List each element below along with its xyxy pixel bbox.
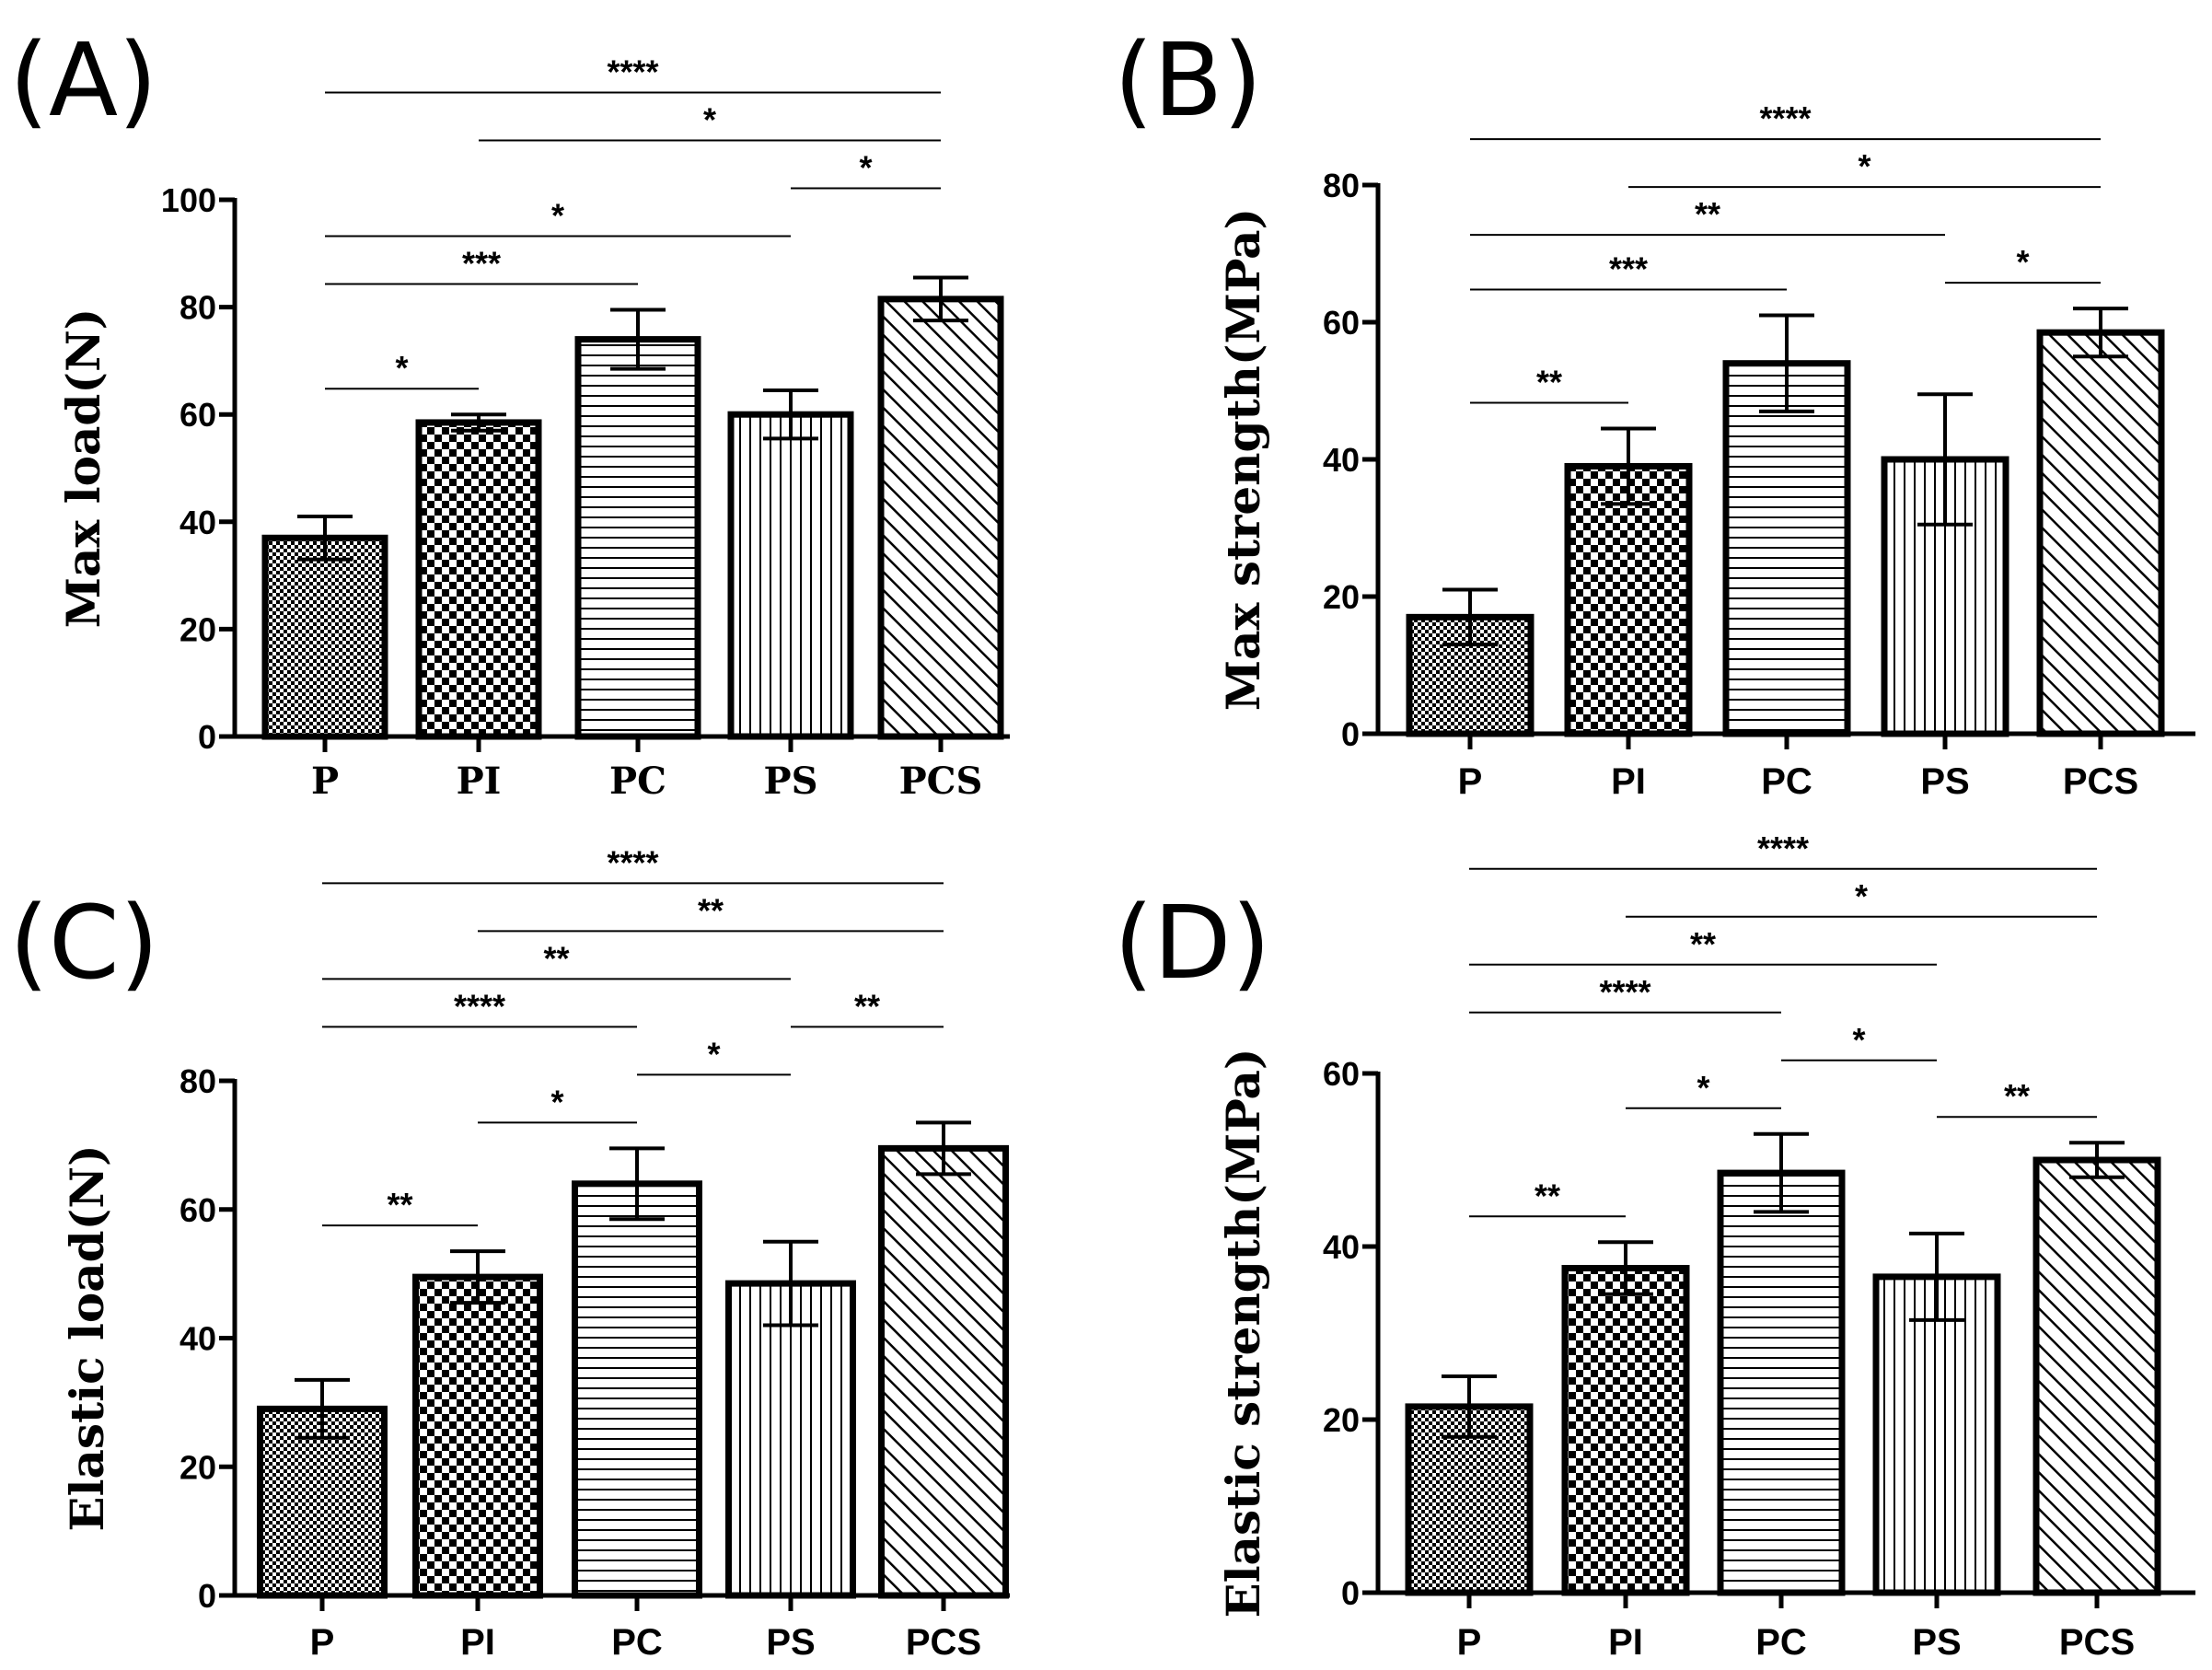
y-tick-label: 60	[180, 396, 216, 434]
panel-label: (A)	[9, 21, 157, 139]
category-label-pi: PI	[1611, 761, 1646, 802]
panel-b: (B) Max strength(MPa) 0 20 40 60 80 P PI PC PS PCS *…	[1114, 21, 2195, 802]
significance-label: **	[698, 891, 724, 929]
category-label-pi: PI	[457, 760, 502, 803]
significance-label: **	[2004, 1077, 2030, 1115]
category-label-pcs: PCS	[899, 760, 983, 803]
significance-label: **	[854, 987, 880, 1025]
panel-d: (D) Elastic strength(MPa) 0 20 40 60 P PI PC PS PC…	[1114, 829, 2195, 1663]
significance-label: *	[859, 149, 872, 187]
panel-label: (C)	[9, 884, 159, 1002]
significance-label: *	[550, 1083, 563, 1120]
bar-ps[interactable]	[727, 411, 854, 740]
category-label-ps: PS	[1912, 1622, 1961, 1663]
y-tick-label: 40	[180, 504, 216, 541]
y-axis-title: Max load(N)	[56, 308, 110, 629]
category-label-p: P	[310, 1622, 335, 1663]
significance-label: *	[2016, 243, 2029, 281]
y-tick-label: 20	[180, 610, 216, 648]
y-tick-label: 40	[180, 1320, 216, 1358]
category-label-pi: PI	[1608, 1622, 1643, 1663]
significance-label: **	[1536, 363, 1562, 400]
y-tick-label: 80	[180, 1062, 216, 1100]
y-tick-label: 20	[180, 1448, 216, 1486]
significance-label: **	[1535, 1177, 1560, 1214]
significance-label: *	[1697, 1069, 1709, 1107]
significance-label: **	[387, 1186, 412, 1224]
significance-label: ***	[462, 245, 501, 283]
bar-pc[interactable]	[1722, 360, 1851, 737]
y-tick-label: 60	[180, 1191, 216, 1229]
significance-label: ****	[454, 987, 505, 1025]
category-label-pc: PC	[1755, 1622, 1807, 1663]
bar-pcs[interactable]	[2036, 329, 2165, 737]
significance-label: ****	[1757, 829, 1809, 867]
bar-pi[interactable]	[1561, 1265, 1690, 1596]
y-tick-label: 0	[198, 718, 216, 756]
significance-label: *	[1855, 877, 1868, 915]
category-label-ps: PS	[1920, 761, 1969, 802]
category-label-pi: PI	[460, 1622, 495, 1663]
category-label-p: P	[1458, 761, 1483, 802]
bar-p[interactable]	[257, 1405, 388, 1599]
bar-p[interactable]	[261, 534, 388, 740]
y-tick-label: 40	[1323, 1228, 1360, 1266]
category-label-pcs: PCS	[2063, 761, 2138, 802]
category-label-p: P	[1457, 1622, 1482, 1663]
significance-label: *	[707, 1035, 720, 1073]
significance-label: ****	[607, 53, 658, 91]
category-label-pc: PC	[611, 1622, 663, 1663]
category-label-pcs: PCS	[2059, 1622, 2135, 1663]
significance-label: *	[1858, 147, 1870, 185]
bar-pcs[interactable]	[877, 296, 1004, 740]
significance-label: **	[1690, 925, 1716, 963]
bar-pc[interactable]	[1717, 1169, 1846, 1596]
y-tick-label: 0	[1341, 1574, 1360, 1612]
y-axis-title: Max strength(MPa)	[1216, 208, 1270, 711]
y-tick-label: 80	[180, 289, 216, 327]
bar-ps[interactable]	[725, 1280, 856, 1599]
significance-label: *	[703, 101, 716, 139]
category-label-ps: PS	[764, 760, 818, 803]
category-label-ps: PS	[766, 1622, 815, 1663]
significance-label: ****	[1599, 973, 1650, 1011]
y-tick-label: 0	[198, 1577, 216, 1615]
bar-pi[interactable]	[1564, 462, 1693, 737]
category-label-p: P	[311, 760, 339, 803]
y-tick-label: 60	[1323, 304, 1360, 342]
significance-label: *	[551, 197, 564, 235]
y-tick-label: 60	[1323, 1055, 1360, 1093]
significance-label: ****	[1759, 99, 1811, 137]
panel-label: (B)	[1114, 21, 1262, 139]
significance-label: ****	[607, 843, 658, 881]
significance-label: **	[1695, 195, 1720, 233]
bar-pc[interactable]	[572, 1180, 702, 1599]
y-tick-label: 20	[1323, 1401, 1360, 1439]
bar-pi[interactable]	[412, 1273, 543, 1599]
y-tick-label: 80	[1323, 167, 1360, 204]
bar-pcs[interactable]	[2032, 1156, 2161, 1596]
significance-label: ***	[1609, 250, 1648, 288]
panel-label: (D)	[1114, 884, 1271, 1002]
category-label-pcs: PCS	[906, 1622, 981, 1663]
bar-ps[interactable]	[1872, 1273, 2001, 1596]
bar-pi[interactable]	[415, 419, 542, 740]
y-axis-title: Elastic strength(MPa)	[1216, 1048, 1270, 1618]
bar-pc[interactable]	[574, 336, 701, 740]
y-axis-title: Elastic load(N)	[60, 1144, 114, 1531]
bar-pcs[interactable]	[878, 1144, 1009, 1599]
category-label-pc: PC	[609, 760, 666, 803]
y-tick-label: 40	[1323, 441, 1360, 479]
category-label-pc: PC	[1761, 761, 1812, 802]
significance-label: *	[395, 349, 408, 387]
y-tick-label: 100	[161, 181, 216, 219]
significance-label: **	[543, 939, 569, 977]
significance-label: *	[1852, 1021, 1865, 1059]
y-tick-label: 0	[1341, 715, 1360, 753]
y-tick-label: 20	[1323, 578, 1360, 616]
